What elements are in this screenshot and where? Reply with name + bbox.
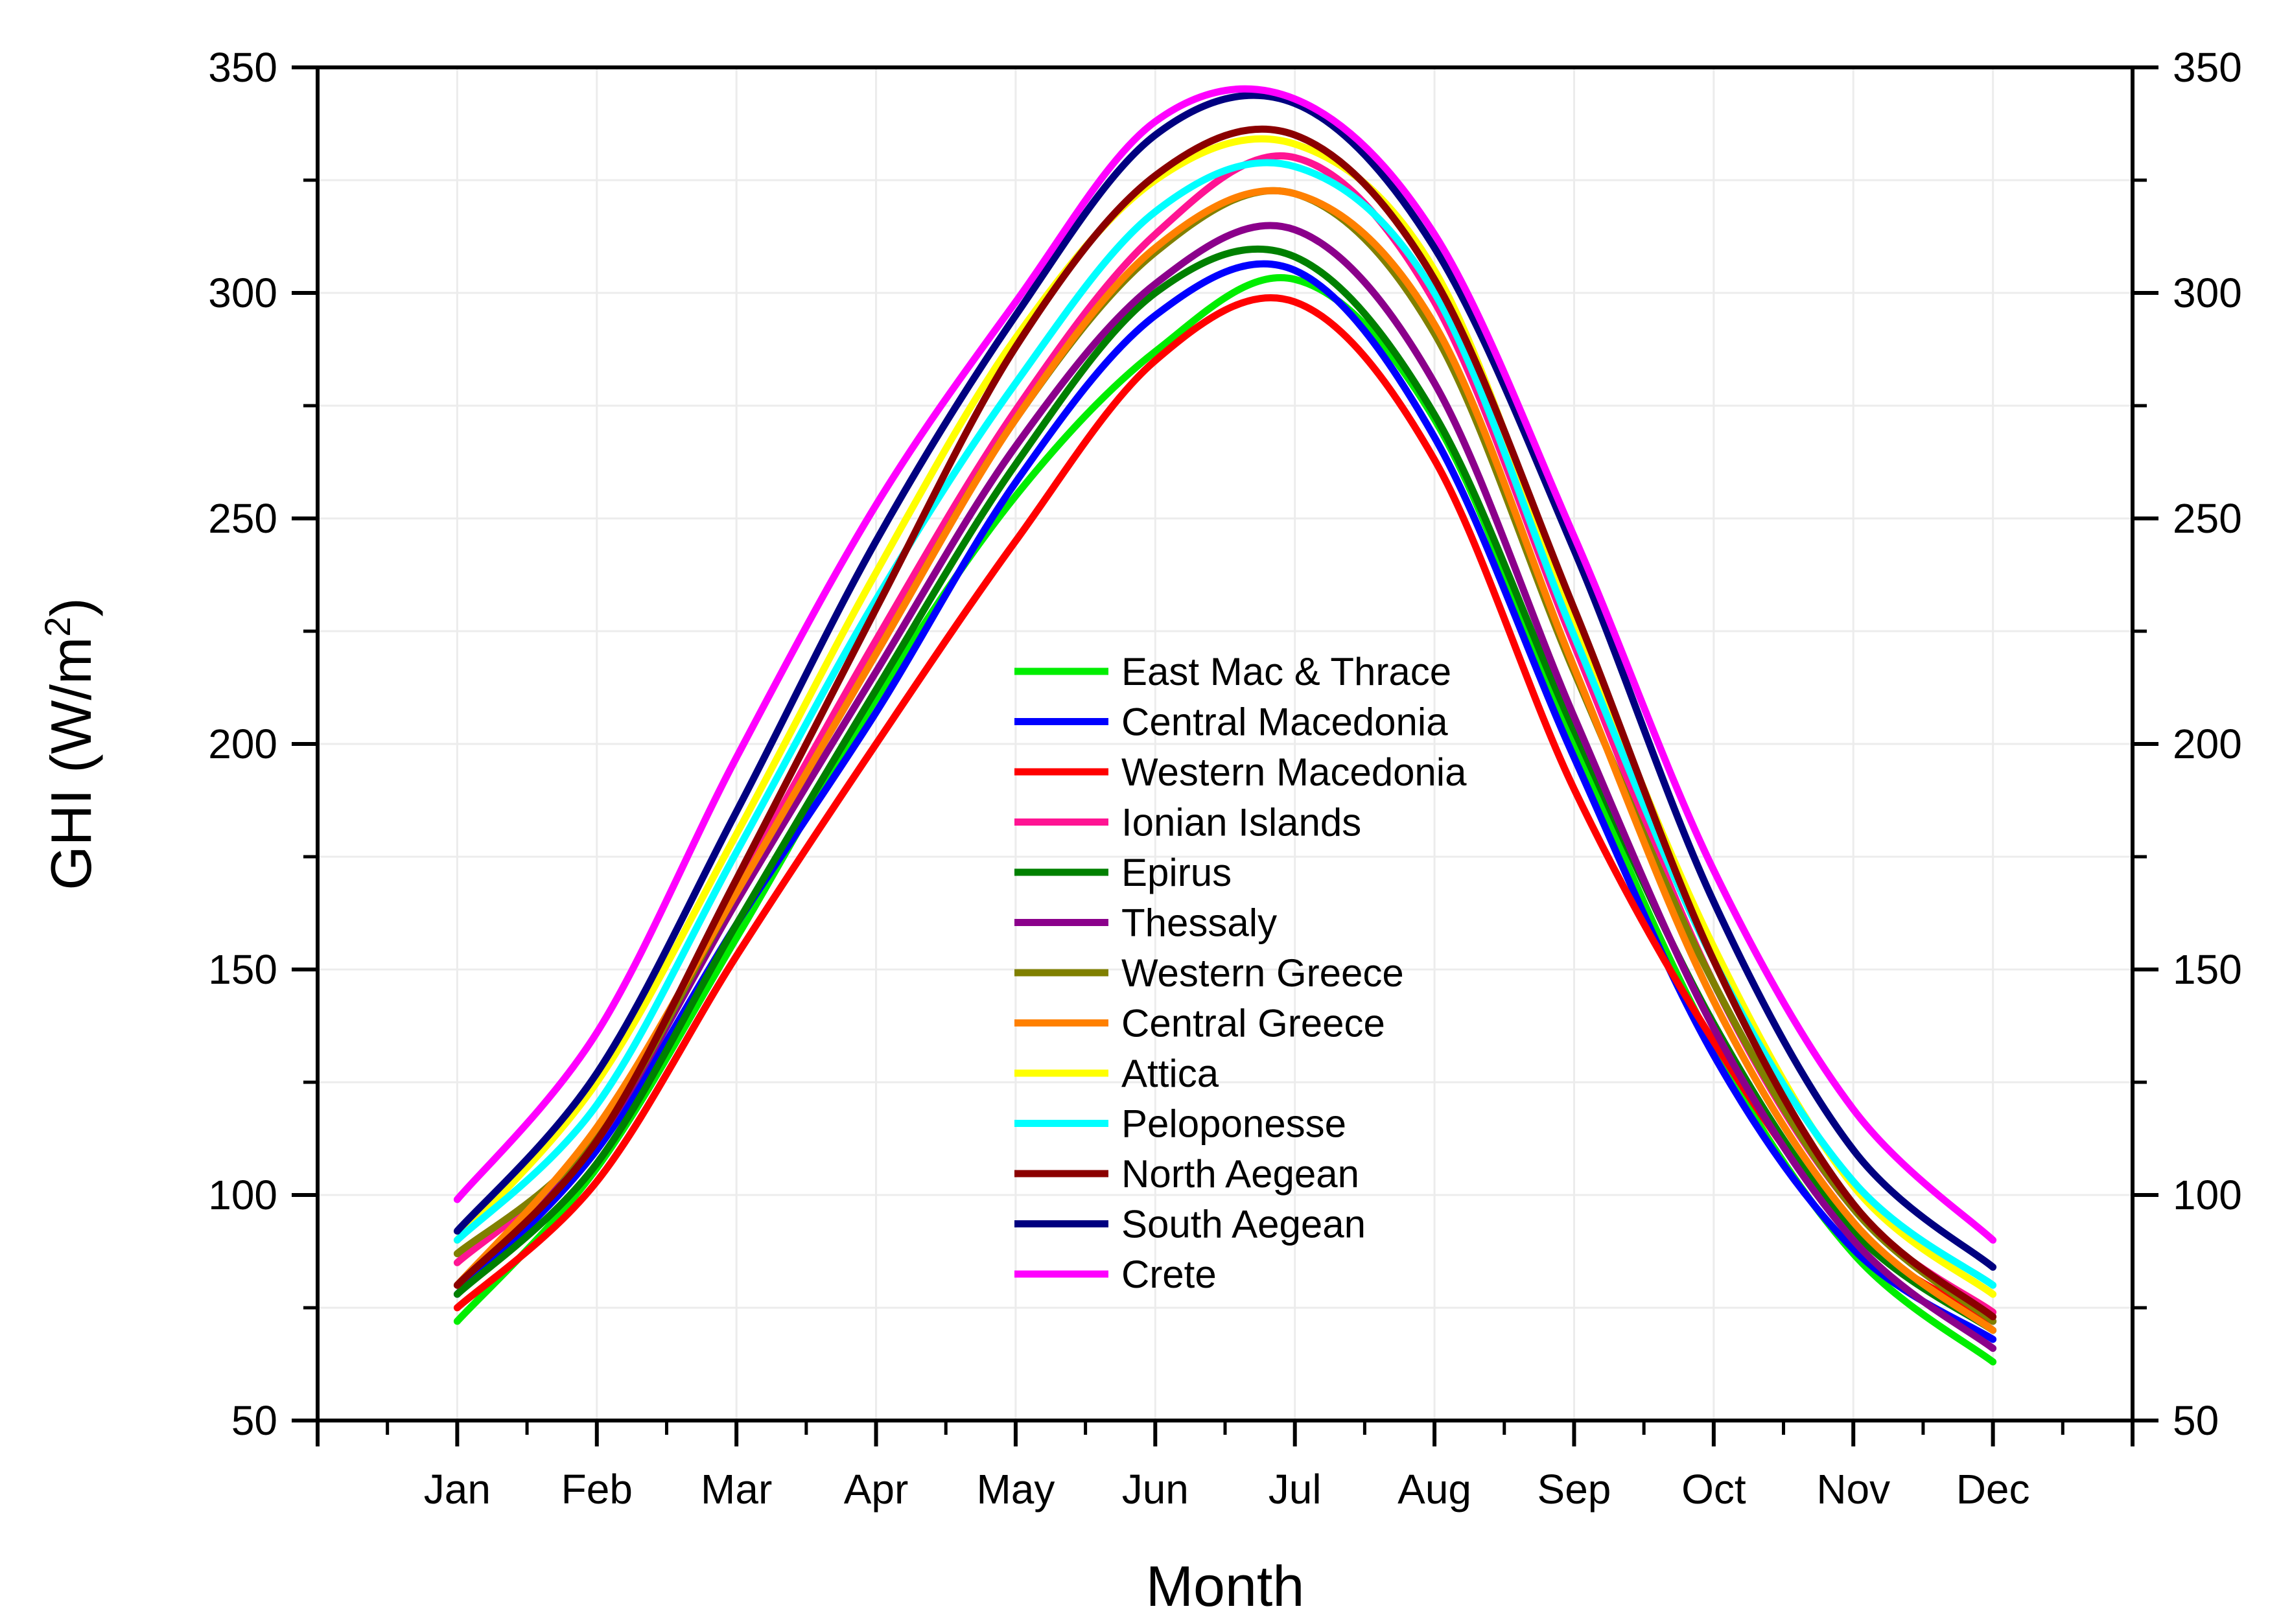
x-tick-label: Jul xyxy=(1269,1466,1322,1513)
legend-label: Central Macedonia xyxy=(1121,701,1448,744)
x-tick-label: Nov xyxy=(1816,1466,1890,1513)
y-tick-label-left: 150 xyxy=(208,946,277,993)
x-tick-label: Mar xyxy=(701,1466,772,1513)
x-tick-label: Apr xyxy=(844,1466,909,1513)
legend-label: North Aegean xyxy=(1121,1152,1359,1196)
legend-label: South Aegean xyxy=(1121,1203,1366,1246)
y-tick-label-right: 150 xyxy=(2173,946,2242,993)
x-tick-label: Jun xyxy=(1122,1466,1189,1513)
series-line xyxy=(453,125,1997,1321)
series-line xyxy=(453,85,1997,1244)
legend-label: Western Macedonia xyxy=(1121,750,1467,794)
y-tick-label-right: 250 xyxy=(2173,495,2242,542)
y-tick-label-right: 300 xyxy=(2173,270,2242,316)
legend-label: Thessaly xyxy=(1121,901,1277,945)
legend-label: Epirus xyxy=(1121,851,1232,894)
x-tick-label: Aug xyxy=(1397,1466,1471,1513)
x-tick-label: Feb xyxy=(561,1466,633,1513)
x-axis-title: Month xyxy=(1146,1554,1305,1618)
x-tick-label: Jan xyxy=(424,1466,491,1513)
legend-label: Peloponesse xyxy=(1121,1102,1346,1146)
legend: East Mac & Thrace Central Macedonia Wester… xyxy=(1014,650,1467,1296)
y-tick-label-left: 200 xyxy=(208,721,277,767)
y-tick-label-right: 350 xyxy=(2173,44,2242,91)
y-tick-label-left: 350 xyxy=(208,44,277,91)
series-line xyxy=(453,222,1997,1352)
legend-label: Attica xyxy=(1121,1052,1219,1095)
y-tick-label-left: 300 xyxy=(208,270,277,316)
y-tick-label-right: 100 xyxy=(2173,1172,2242,1218)
y-axis-title-main: GHI (W/m xyxy=(39,637,103,890)
y-axis-title-suffix: ) xyxy=(39,597,103,616)
y-tick-label-left: 250 xyxy=(208,495,277,542)
y-axis-title-superscript: 2 xyxy=(37,617,78,637)
series-line xyxy=(453,187,1997,1334)
x-tick-label: Dec xyxy=(1956,1466,2030,1513)
y-axis-title: GHI (W/m2) xyxy=(37,597,103,890)
series-line xyxy=(453,294,1997,1325)
legend-label: Western Greece xyxy=(1121,951,1404,995)
y-tick-label-right: 50 xyxy=(2173,1397,2219,1444)
legend-label: Crete xyxy=(1121,1253,1217,1296)
x-tick-label: Oct xyxy=(1681,1466,1746,1513)
series-line xyxy=(453,135,1997,1298)
y-tick-label-right: 200 xyxy=(2173,721,2242,767)
series-lines xyxy=(453,85,1997,1366)
y-tick-label-left: 100 xyxy=(208,1172,277,1218)
axis-ticks: Jan Feb Mar Apr May Jun Jul Aug Sep Oct Nov Dec 50 50… xyxy=(208,44,2242,1513)
x-tick-label: Sep xyxy=(1538,1466,1611,1513)
series-line xyxy=(453,91,1997,1271)
legend-label: Ionian Islands xyxy=(1121,801,1361,844)
legend-label: East Mac & Thrace xyxy=(1121,650,1451,693)
y-tick-label-left: 50 xyxy=(231,1397,277,1444)
legend-label: Central Greece xyxy=(1121,1002,1385,1045)
x-tick-label: May xyxy=(976,1466,1055,1513)
